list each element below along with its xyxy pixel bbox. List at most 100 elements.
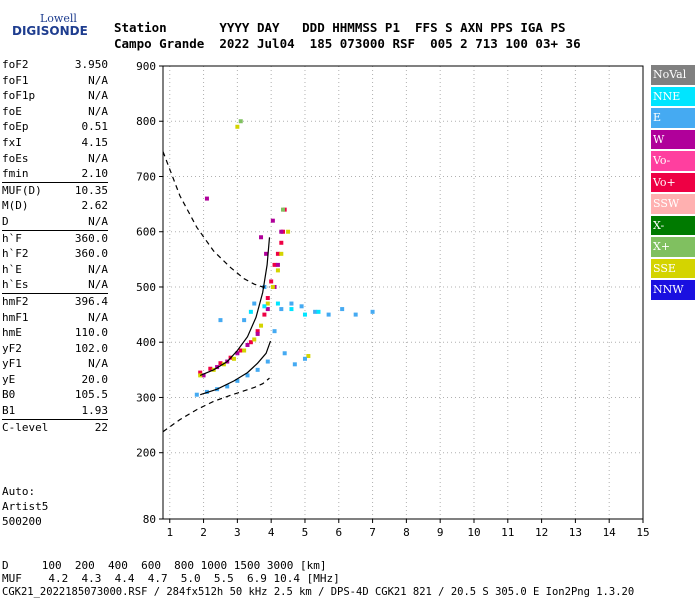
- param-row: foEp 0.51: [2, 119, 108, 135]
- x-tick-label: 7: [369, 526, 376, 539]
- param-row: M(D) 2.62: [2, 198, 108, 214]
- echo-point: [275, 268, 280, 273]
- param-value: 22: [94, 420, 108, 434]
- param-label: M(D): [2, 199, 29, 213]
- param-value: N/A: [88, 73, 108, 87]
- muf-row: MUF 4.2 4.3 4.4 4.7 5.0 5.5 6.9 10.4 [MH…: [2, 572, 340, 585]
- y-tick-label: 80: [143, 513, 156, 526]
- y-tick-label: 900: [136, 60, 156, 73]
- param-label: foF1: [2, 73, 29, 87]
- param-value: 0.51: [81, 120, 109, 134]
- param-value: 360.0: [74, 231, 108, 245]
- echo-point: [245, 373, 250, 378]
- param-label: B0: [2, 388, 16, 402]
- echo-point: [225, 384, 230, 389]
- echo-point: [265, 359, 270, 364]
- x-tick-label: 10: [467, 526, 480, 539]
- legend-entry: W: [651, 129, 695, 149]
- echo-point: [279, 229, 284, 234]
- param-value: 110.0: [74, 326, 108, 340]
- param-row: foE N/A: [2, 104, 108, 120]
- y-tick-label: 400: [136, 336, 156, 349]
- y-tick-label: 700: [136, 170, 156, 183]
- param-label: fmin: [2, 167, 29, 181]
- echo-point: [270, 284, 275, 289]
- echo-point: [281, 207, 285, 212]
- echo-point: [282, 351, 287, 356]
- x-tick-label: 12: [535, 526, 548, 539]
- echo-point: [252, 301, 257, 306]
- echo-point: [313, 309, 318, 314]
- param-value: 2.10: [81, 167, 109, 181]
- param-label: hmE: [2, 326, 22, 340]
- auto-software: Artist5: [2, 500, 49, 513]
- y-tick-label: 200: [136, 447, 156, 460]
- param-label: foE: [2, 104, 22, 118]
- param-row: C-level 22: [2, 418, 108, 436]
- echo-point: [198, 373, 203, 378]
- distance-row: D 100 200 400 600 800 1000 1500 3000 [km…: [2, 559, 327, 572]
- param-row: h`Es N/A: [2, 277, 108, 293]
- param-row: yF1 N/A: [2, 356, 108, 372]
- echo-point: [255, 367, 260, 372]
- x-tick-label: 5: [302, 526, 309, 539]
- echo-point: [316, 309, 321, 314]
- param-label: h`F: [2, 231, 22, 245]
- param-row: B1 1.93: [2, 403, 108, 419]
- param-label: h`E: [2, 262, 22, 276]
- param-label: hmF2: [2, 294, 29, 308]
- echo-point: [262, 312, 267, 317]
- x-tick-label: 9: [437, 526, 444, 539]
- echo-point: [370, 309, 375, 314]
- param-value: N/A: [88, 310, 108, 324]
- param-label: yF1: [2, 357, 22, 371]
- echo-point: [275, 301, 280, 306]
- echo-point: [255, 329, 260, 334]
- file-info-line: CGK21_2022185073000.RSF / 284fx512h 50 k…: [2, 586, 635, 598]
- param-label: D: [2, 214, 9, 228]
- param-label: C-level: [2, 420, 49, 434]
- legend-entry: NoVal: [651, 65, 695, 85]
- echo-point: [279, 240, 284, 245]
- echo-point: [272, 262, 277, 267]
- logo-lowell-text: Lowell: [40, 12, 77, 25]
- legend-entry: SSW: [651, 194, 695, 214]
- param-value: N/A: [88, 89, 108, 103]
- param-row: foF1p N/A: [2, 88, 108, 104]
- param-row: foEs N/A: [2, 151, 108, 167]
- legend-entry: Vo+: [651, 172, 695, 192]
- param-value: 360.0: [74, 247, 108, 261]
- echo-point: [306, 354, 311, 359]
- auto-label: Auto:: [2, 485, 36, 498]
- y-tick-label: 500: [136, 281, 156, 294]
- echo-point: [302, 356, 307, 361]
- echo-point: [245, 342, 250, 347]
- echo-point: [248, 340, 253, 345]
- echo-point: [194, 392, 199, 397]
- param-value: N/A: [88, 262, 108, 276]
- echo-point: [340, 307, 345, 312]
- x-tick-label: 6: [335, 526, 342, 539]
- legend-entry: X+: [651, 237, 695, 257]
- echo-point: [299, 304, 304, 309]
- series-nne: [248, 301, 321, 317]
- autoscaling-info: Auto: Artist5 500200: [2, 484, 48, 529]
- param-row: hmF1 N/A: [2, 310, 108, 326]
- series-x-: [238, 119, 285, 212]
- echo-point: [262, 304, 267, 309]
- param-row: yE 20.0: [2, 372, 108, 388]
- param-row: hmE 110.0: [2, 325, 108, 341]
- param-value: N/A: [88, 151, 108, 165]
- auto-code: 500200: [2, 515, 42, 528]
- legend-entry: X-: [651, 215, 695, 235]
- param-row: yF2 102.0: [2, 341, 108, 357]
- scaled-parameters-panel: foF2 3.950 foF1 N/A foF1p N/A foE N/A foEp 0.51 fx…: [2, 57, 108, 435]
- echo-point: [235, 124, 240, 129]
- echo-point: [275, 251, 280, 256]
- echo-point: [279, 251, 284, 256]
- echo-point: [198, 370, 203, 375]
- trace-fit-curve: [200, 340, 272, 396]
- x-tick-label: 15: [636, 526, 649, 539]
- param-value: 4.15: [81, 135, 109, 149]
